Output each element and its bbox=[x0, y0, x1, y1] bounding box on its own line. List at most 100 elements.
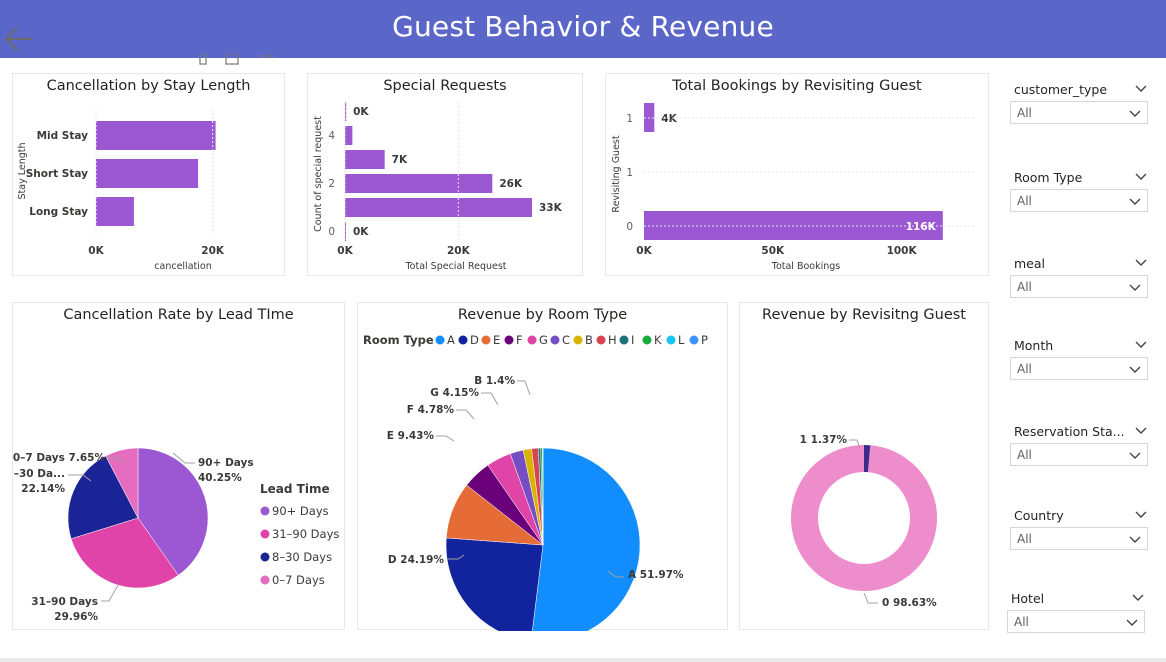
slicer-value: All bbox=[1017, 194, 1032, 208]
chevron-down-icon bbox=[1129, 452, 1141, 459]
legend-marker bbox=[642, 335, 652, 345]
revenue-by-room-type-card: Revenue by Room Type Room Type A D E F G C B H I K… bbox=[357, 302, 728, 631]
data-label: 0K bbox=[353, 106, 369, 118]
leader-line bbox=[517, 380, 531, 396]
slice-label: 31–90 Days bbox=[31, 596, 98, 608]
slicer-room-type: Room Type All bbox=[1002, 162, 1158, 228]
legend-label: D bbox=[470, 333, 479, 347]
chevron-down-icon[interactable] bbox=[1134, 337, 1148, 351]
y-tick-label: 1 bbox=[626, 113, 633, 125]
category-label: Short Stay bbox=[26, 168, 88, 180]
leader-line bbox=[448, 554, 465, 560]
legend-title: Lead Time bbox=[260, 482, 330, 496]
legend-marker bbox=[435, 335, 445, 345]
x-axis-title: Total Bookings bbox=[771, 261, 841, 272]
slice-0 bbox=[790, 445, 937, 591]
legend-marker bbox=[666, 335, 676, 345]
slicer-value: All bbox=[1017, 532, 1032, 546]
revenue-by-revisiting-guest-card: Revenue by Revisitng Guest 1 1.37% 0 98.6… bbox=[739, 302, 989, 630]
chevron-down-icon[interactable] bbox=[1134, 81, 1148, 95]
legend-label: K bbox=[654, 333, 662, 347]
x-tick-label: 0K bbox=[636, 245, 652, 257]
chart-title: Total Bookings by Revisiting Guest bbox=[672, 78, 922, 94]
leader-line bbox=[172, 452, 195, 464]
slicer-title: meal bbox=[1014, 256, 1045, 271]
slicer-dropdown[interactable]: All bbox=[1007, 610, 1145, 633]
cancellation-rate-by-lead-time-card: Cancellation Rate by Lead TIme 90+ Days 4… bbox=[12, 302, 345, 630]
data-label: 116K bbox=[906, 221, 937, 233]
slice-label: 1 1.37% bbox=[800, 434, 848, 446]
leader-line bbox=[68, 474, 92, 482]
chart-title: Cancellation by Stay Length bbox=[46, 78, 251, 94]
chevron-down-icon[interactable] bbox=[1134, 169, 1148, 183]
y-axis-title: Revisiting Guest bbox=[611, 135, 622, 212]
leader-line bbox=[456, 409, 475, 420]
chevron-down-icon[interactable] bbox=[1134, 507, 1148, 521]
legend-label: 0–7 Days bbox=[272, 573, 325, 587]
data-label: 33K bbox=[539, 202, 563, 214]
x-tick-label: 50K bbox=[761, 245, 785, 257]
slice-label: 40.25% bbox=[198, 472, 242, 484]
x-tick-label: 0K bbox=[337, 245, 353, 257]
legend-marker bbox=[596, 335, 606, 345]
slicer-dropdown[interactable]: All bbox=[1010, 443, 1148, 466]
slice-label: G 4.15% bbox=[430, 387, 479, 399]
revenue-by-room-type-pie-chart: Room Type A D E F G C B H I K L P A 51.97% D 24.19% E 9… bbox=[363, 333, 708, 631]
chevron-down-icon bbox=[1129, 110, 1141, 117]
page-title: Guest Behavior & Revenue bbox=[392, 10, 774, 43]
slicer-dropdown[interactable]: All bbox=[1010, 275, 1148, 298]
chevron-down-icon[interactable] bbox=[1134, 255, 1148, 269]
slicer-dropdown[interactable]: All bbox=[1010, 527, 1148, 550]
visual-header-icons bbox=[196, 53, 286, 70]
chevron-down-icon bbox=[1126, 619, 1138, 626]
legend-label: C bbox=[562, 333, 570, 347]
legend-title: Room Type bbox=[363, 333, 434, 347]
cancellation-rate-pie-chart: 90+ Days 40.25% 31–90 Days 29.96% 8–30 Da...… bbox=[13, 447, 339, 623]
y-tick-label: 4 bbox=[328, 130, 335, 142]
chart-title: Special Requests bbox=[383, 78, 507, 94]
legend-marker bbox=[527, 335, 537, 345]
legend-marker bbox=[689, 335, 699, 345]
bookings-by-revisiting-guest-card: Total Bookings by Revisiting Guest 4K 116… bbox=[605, 73, 989, 276]
bar-short-stay bbox=[96, 159, 199, 188]
x-tick-label: 20K bbox=[201, 245, 225, 257]
chevron-down-icon[interactable] bbox=[1134, 423, 1148, 437]
slice-31-90-days bbox=[70, 517, 179, 589]
y-tick-label: 0 bbox=[328, 226, 335, 238]
leader-line bbox=[436, 435, 455, 442]
slice-label: A 51.97% bbox=[628, 569, 684, 581]
y-axis-title: Count of special request bbox=[313, 116, 324, 232]
cancellation-by-stay-length-chart: Mid Stay Short Stay Long Stay 0K 20K cancella… bbox=[17, 109, 225, 272]
slicer-dropdown[interactable]: All bbox=[1010, 101, 1148, 124]
slice-label: 8–30 Da... bbox=[13, 468, 65, 480]
slicer-hotel: Hotel All bbox=[999, 583, 1155, 649]
slice-label: E 9.43% bbox=[387, 430, 435, 442]
chevron-down-icon bbox=[1129, 536, 1141, 543]
y-tick-label: 0 bbox=[626, 221, 633, 233]
slicer-value: All bbox=[1017, 362, 1032, 376]
arrow-left-icon[interactable] bbox=[2, 22, 36, 56]
legend-label: I bbox=[631, 333, 634, 347]
legend-marker bbox=[619, 335, 629, 345]
slice-0-7-days bbox=[105, 447, 139, 519]
slicer-title: Hotel bbox=[1011, 591, 1045, 606]
leader-line bbox=[101, 584, 119, 602]
slice-1 bbox=[864, 445, 871, 473]
slicer-title: Country bbox=[1014, 508, 1064, 523]
chevron-down-icon[interactable] bbox=[1131, 590, 1145, 604]
legend-label: P bbox=[701, 333, 708, 347]
slice-label: 90+ Days bbox=[198, 457, 254, 469]
header-bar: Guest Behavior & Revenue bbox=[0, 0, 1166, 58]
category-label: Mid Stay bbox=[37, 130, 89, 142]
slicer-title: Room Type bbox=[1014, 170, 1083, 185]
legend-marker bbox=[481, 335, 491, 345]
slicer-dropdown[interactable]: All bbox=[1010, 189, 1148, 212]
y-axis-title: Stay Length bbox=[17, 143, 28, 200]
legend-marker bbox=[260, 552, 270, 562]
slicer-dropdown[interactable]: All bbox=[1010, 357, 1148, 380]
x-tick-label: 100K bbox=[887, 245, 918, 257]
slicer-value: All bbox=[1017, 448, 1032, 462]
slice-label: 22.14% bbox=[21, 483, 65, 495]
